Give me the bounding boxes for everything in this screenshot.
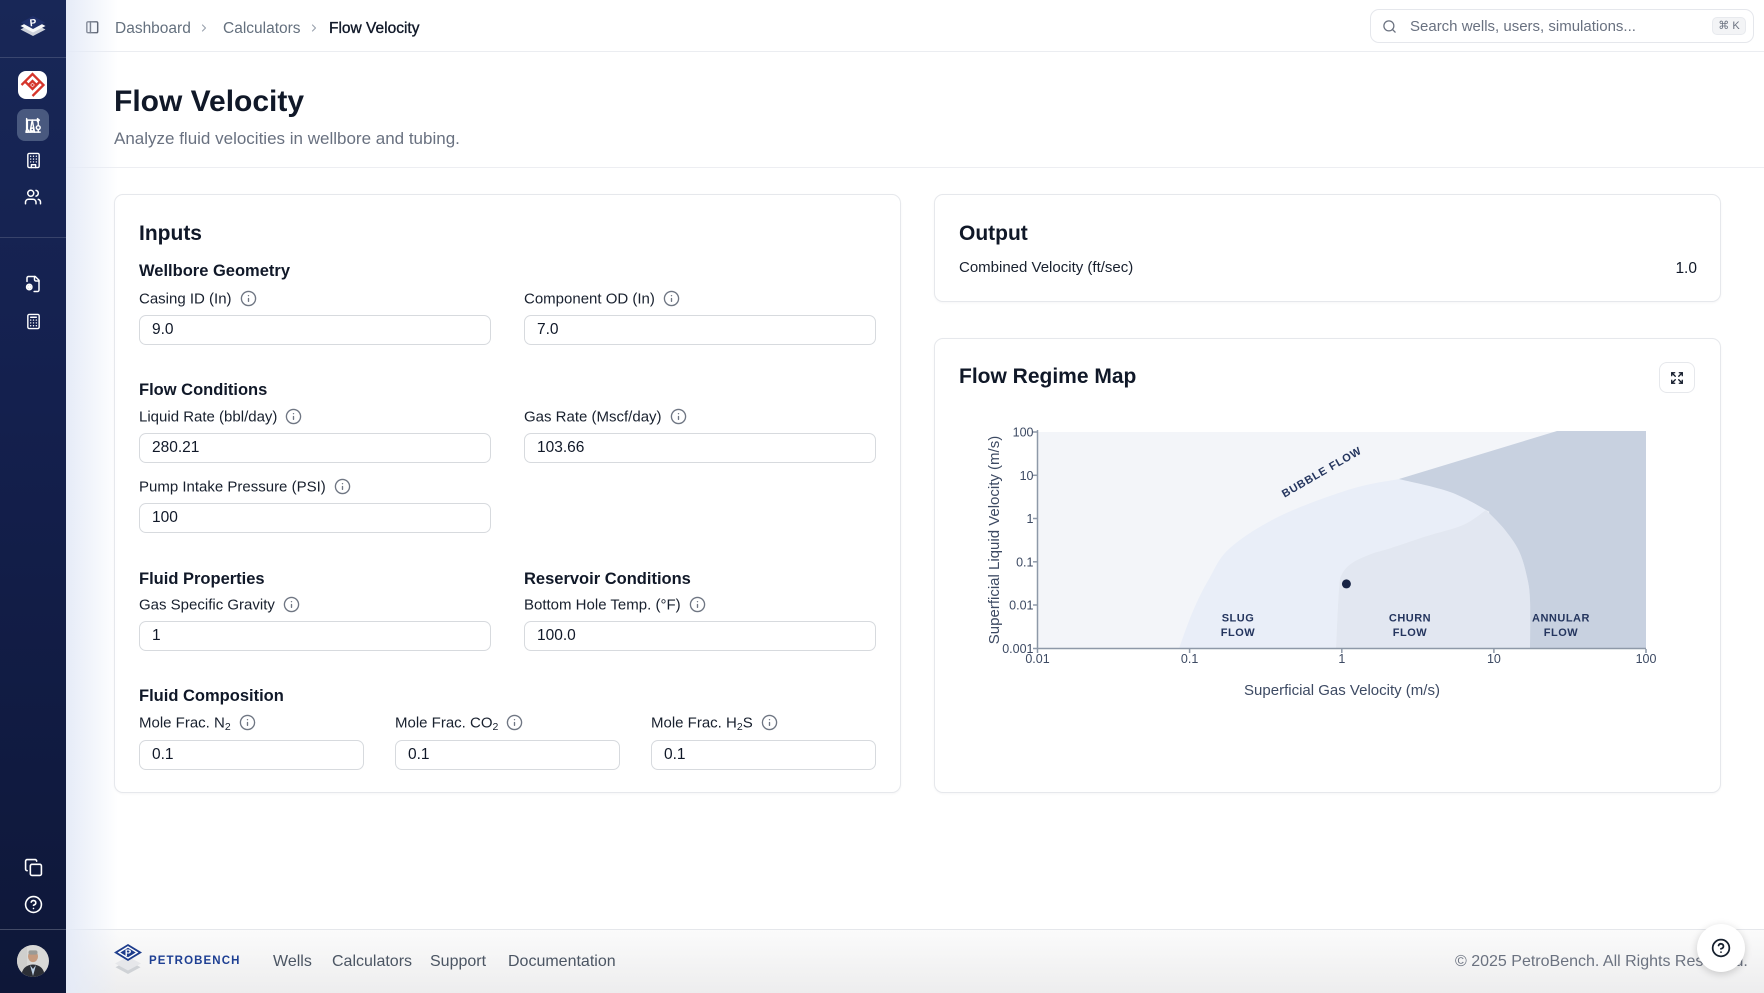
svg-text:P: P xyxy=(125,948,132,959)
svg-text:10: 10 xyxy=(1487,652,1501,666)
svg-text:Superficial Liquid Velocity (m: Superficial Liquid Velocity (m/s) xyxy=(986,436,1003,644)
svg-text:1: 1 xyxy=(1338,652,1345,666)
svg-text:0.001: 0.001 xyxy=(1002,642,1033,656)
svg-text:0.1: 0.1 xyxy=(1181,652,1198,666)
svg-text:0.01: 0.01 xyxy=(1025,652,1049,666)
svg-text:ANNULAR: ANNULAR xyxy=(1532,613,1590,625)
svg-text:0.1: 0.1 xyxy=(1016,555,1033,569)
svg-text:FLOW: FLOW xyxy=(1393,627,1427,639)
svg-text:Superficial Gas Velocity (m/s): Superficial Gas Velocity (m/s) xyxy=(1244,682,1440,699)
svg-text:10: 10 xyxy=(1020,469,1034,483)
svg-text:100: 100 xyxy=(1013,426,1034,440)
svg-text:CHURN: CHURN xyxy=(1389,613,1431,625)
svg-text:SLUG: SLUG xyxy=(1222,613,1255,625)
svg-text:P: P xyxy=(29,18,37,30)
svg-text:FLOW: FLOW xyxy=(1221,627,1255,639)
svg-text:FLOW: FLOW xyxy=(1544,627,1578,639)
svg-text:100: 100 xyxy=(1636,652,1657,666)
svg-text:1: 1 xyxy=(1027,512,1034,526)
svg-text:0.01: 0.01 xyxy=(1009,599,1033,613)
